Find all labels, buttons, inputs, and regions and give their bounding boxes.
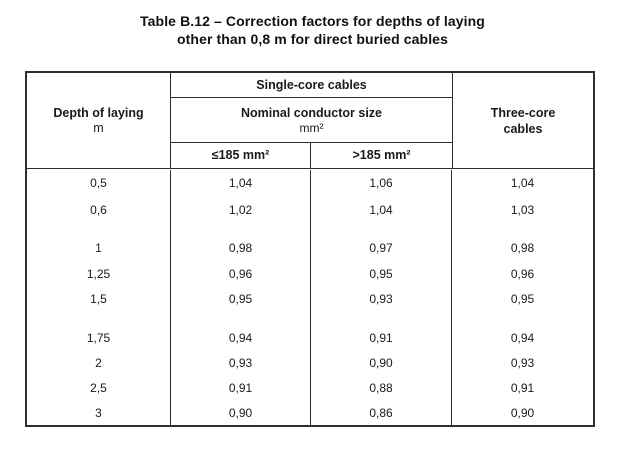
cell-three-core: 0,95 xyxy=(510,292,535,306)
header-nominal-label: Nominal conductor size xyxy=(241,106,382,120)
cell-le185: 0,96 xyxy=(171,262,311,287)
cell-le185: 0,98 xyxy=(171,235,311,262)
header-le-185: ≤185 mm² xyxy=(171,143,311,168)
cell-depth: 0,6 xyxy=(27,197,171,224)
cell-gt185: 0,91 xyxy=(311,326,452,351)
cell-le185: 0,94 xyxy=(171,326,311,351)
table-row: 0,6 1,02 1,04 1,03 xyxy=(27,197,593,224)
cell-three-core: 0,94 xyxy=(510,331,535,345)
cell-three-core: 1,03 xyxy=(510,203,535,217)
cell-gt185: 1,04 xyxy=(311,197,452,224)
cell-gt185: 0,97 xyxy=(311,235,452,262)
table-row: 1,75 0,94 0,91 0,94 xyxy=(27,326,593,351)
cell-three-core: 0,96 xyxy=(510,267,535,281)
table-row: 3 0,90 0,86 0,90 xyxy=(27,401,593,425)
cell-le185: 0,93 xyxy=(171,351,311,376)
cell-three-core: 0,90 xyxy=(510,406,535,420)
cell-depth: 1,5 xyxy=(27,287,171,312)
cell-depth: 1,75 xyxy=(27,326,171,351)
header-depth-label: Depth of laying xyxy=(53,106,144,120)
cell-le185: 0,95 xyxy=(171,287,311,312)
table-row-spacer xyxy=(27,312,593,326)
cell-depth: 1 xyxy=(27,235,171,262)
table-row: 1,25 0,96 0,95 0,96 xyxy=(27,262,593,287)
cell-three-core: 0,91 xyxy=(510,381,535,395)
header-nominal-conductor-size: Nominal conductor size mm² xyxy=(171,98,452,143)
table-row: 2,5 0,91 0,88 0,91 xyxy=(27,376,593,401)
table-title: Table B.12 – Correction factors for dept… xyxy=(0,12,625,48)
cell-le185: 0,91 xyxy=(171,376,311,401)
header-nominal-unit: mm² xyxy=(299,121,324,135)
header-three-core-cables: Three-core cables xyxy=(452,73,593,168)
cell-depth: 0,5 xyxy=(27,170,171,197)
header-single-core-group: Single-core cables Nominal conductor siz… xyxy=(171,73,452,168)
cell-depth: 2 xyxy=(27,351,171,376)
header-three-core-line1: Three-core xyxy=(490,105,556,120)
cell-depth: 3 xyxy=(27,401,171,425)
correction-factors-table: Depth of laying m Single-core cables Nom… xyxy=(25,71,595,427)
table-body: 0,5 1,04 1,06 1,04 0,6 1,02 1,04 1,03 1 … xyxy=(27,169,593,425)
cell-depth: 1,25 xyxy=(27,262,171,287)
cell-le185: 1,04 xyxy=(171,170,311,197)
header-depth-of-laying: Depth of laying m xyxy=(27,73,171,168)
cell-le185: 1,02 xyxy=(171,197,311,224)
cell-gt185: 0,86 xyxy=(311,401,452,425)
header-single-core-cables: Single-core cables xyxy=(171,73,452,98)
table-row: 2 0,93 0,90 0,93 xyxy=(27,351,593,376)
header-gt-185: >185 mm² xyxy=(352,148,411,162)
cell-gt185: 1,06 xyxy=(311,170,452,197)
table-row: 1 0,98 0,97 0,98 xyxy=(27,235,593,262)
cell-gt185: 0,88 xyxy=(311,376,452,401)
table-row-spacer xyxy=(27,224,593,235)
table-title-line2: other than 0,8 m for direct buried cable… xyxy=(177,31,448,47)
table-title-line1: Table B.12 – Correction factors for dept… xyxy=(140,13,485,29)
table-row: 1,5 0,95 0,93 0,95 xyxy=(27,287,593,312)
cell-le185: 0,90 xyxy=(171,401,311,425)
cell-three-core: 0,93 xyxy=(510,356,535,370)
table-row: 0,5 1,04 1,06 1,04 xyxy=(27,170,593,197)
header-three-core-line2: cables xyxy=(503,121,543,136)
cell-depth: 2,5 xyxy=(27,376,171,401)
cell-gt185: 0,93 xyxy=(311,287,452,312)
cell-three-core: 1,04 xyxy=(510,176,535,190)
table-header: Depth of laying m Single-core cables Nom… xyxy=(27,73,593,169)
cell-gt185: 0,90 xyxy=(311,351,452,376)
header-size-subcolumns: ≤185 mm² >185 mm² xyxy=(171,143,452,168)
cell-three-core: 0,98 xyxy=(510,241,535,255)
cell-gt185: 0,95 xyxy=(311,262,452,287)
header-depth-unit: m xyxy=(93,121,104,135)
